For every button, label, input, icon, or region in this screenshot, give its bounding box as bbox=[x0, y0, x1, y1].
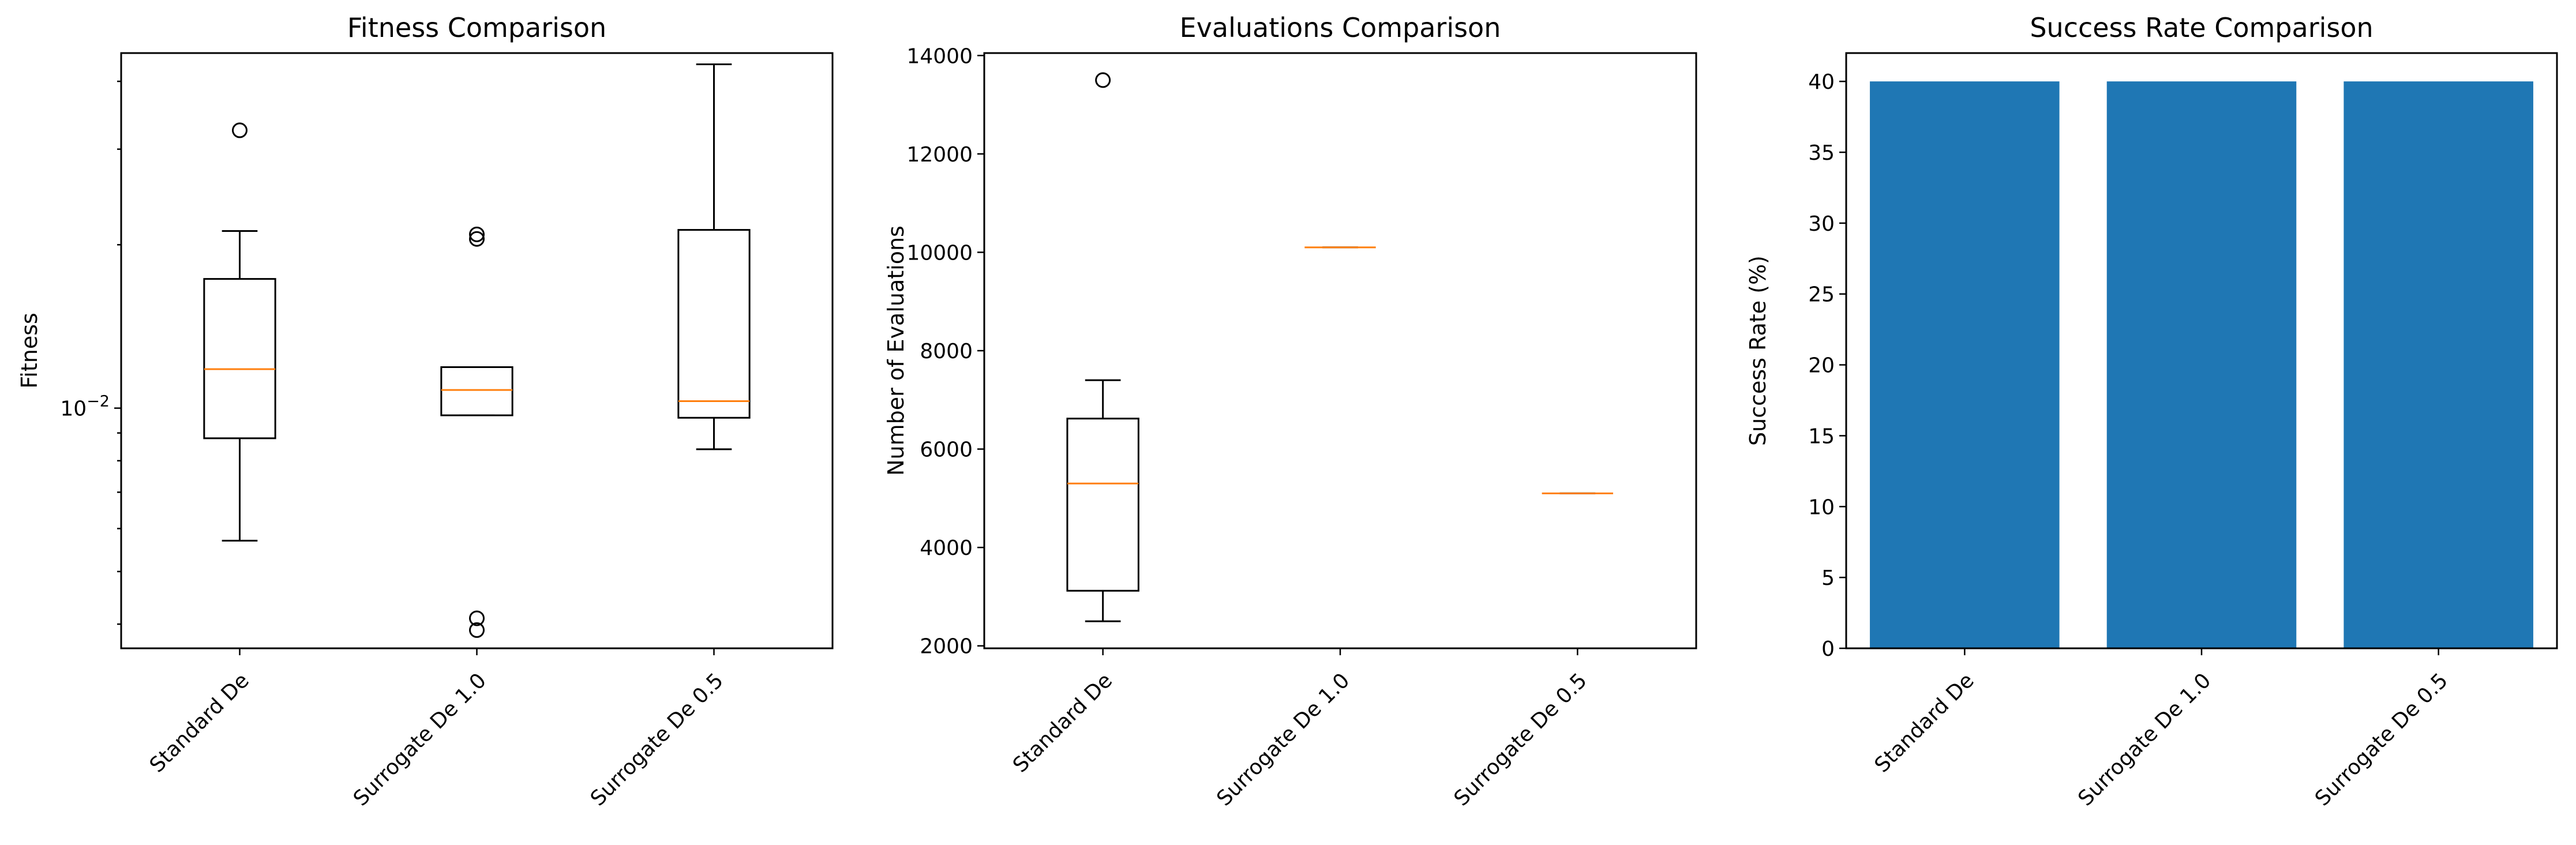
x-tick-label: Surrogate De 0.5 bbox=[1450, 669, 1592, 810]
box bbox=[677, 229, 751, 419]
x-tick-label: Surrogate De 0.5 bbox=[586, 669, 728, 810]
outlier-point bbox=[232, 122, 248, 138]
bar bbox=[2106, 81, 2297, 649]
y-axis-label: Number of Evaluations bbox=[883, 226, 909, 476]
y-tick-label: 15 bbox=[1808, 425, 1835, 448]
bar bbox=[2343, 81, 2533, 649]
outlier-point bbox=[469, 231, 485, 247]
x-tick-label: Standard De bbox=[145, 669, 254, 777]
box bbox=[440, 366, 513, 416]
y-tick-label: 8000 bbox=[920, 340, 973, 363]
box bbox=[1066, 418, 1139, 592]
evaluations-boxplot-panel: Evaluations Comparison Number of Evaluat… bbox=[883, 12, 1697, 811]
outlier-point bbox=[469, 226, 485, 242]
chart-title: Evaluations Comparison bbox=[1180, 12, 1501, 43]
x-tick-label: Surrogate De 0.5 bbox=[2311, 669, 2453, 810]
bar bbox=[1870, 81, 2060, 649]
y-tick-label: 14000 bbox=[906, 44, 973, 68]
x-tick-label: Standard De bbox=[1870, 669, 1979, 777]
outlier-point bbox=[469, 622, 485, 638]
y-tick-label: 10000 bbox=[906, 241, 973, 265]
success-rate-bar-panel: Success Rate Comparison Success Rate (%)… bbox=[1745, 12, 2558, 811]
chart-title: Success Rate Comparison bbox=[2030, 12, 2373, 43]
y-axis-label: Fitness bbox=[17, 313, 42, 389]
outlier-point bbox=[1095, 72, 1111, 88]
chart-title: Fitness Comparison bbox=[347, 12, 606, 43]
y-tick-label: 6000 bbox=[920, 438, 973, 462]
y-axis-label: Success Rate (%) bbox=[1745, 256, 1771, 446]
y-tick-label: 10 bbox=[1808, 495, 1835, 519]
y-tick-label: 40 bbox=[1808, 70, 1835, 94]
x-tick-label: Surrogate De 1.0 bbox=[1212, 669, 1354, 810]
x-tick-label: Standard De bbox=[1008, 669, 1117, 777]
y-tick-label: 30 bbox=[1808, 212, 1835, 236]
y-tick-label: 0 bbox=[1821, 637, 1835, 661]
x-tick-label: Surrogate De 1.0 bbox=[2073, 669, 2215, 810]
box bbox=[203, 278, 276, 440]
y-tick-label: 25 bbox=[1808, 283, 1835, 307]
y-tick-label: 2000 bbox=[920, 635, 973, 659]
y-tick-label: 10−2 bbox=[60, 393, 110, 421]
plot-frame bbox=[120, 52, 834, 649]
fitness-boxplot-panel: Fitness Comparison Fitness Standard De Su… bbox=[17, 12, 834, 811]
y-tick-label: 20 bbox=[1808, 354, 1835, 378]
x-tick-label: Surrogate De 1.0 bbox=[349, 669, 491, 810]
y-tick-label: 4000 bbox=[920, 536, 973, 560]
plot-frame bbox=[983, 52, 1697, 649]
outlier-point bbox=[469, 610, 485, 626]
y-tick-label: 35 bbox=[1808, 141, 1835, 165]
y-tick-label: 12000 bbox=[906, 143, 973, 167]
y-tick-label: 5 bbox=[1821, 566, 1835, 590]
